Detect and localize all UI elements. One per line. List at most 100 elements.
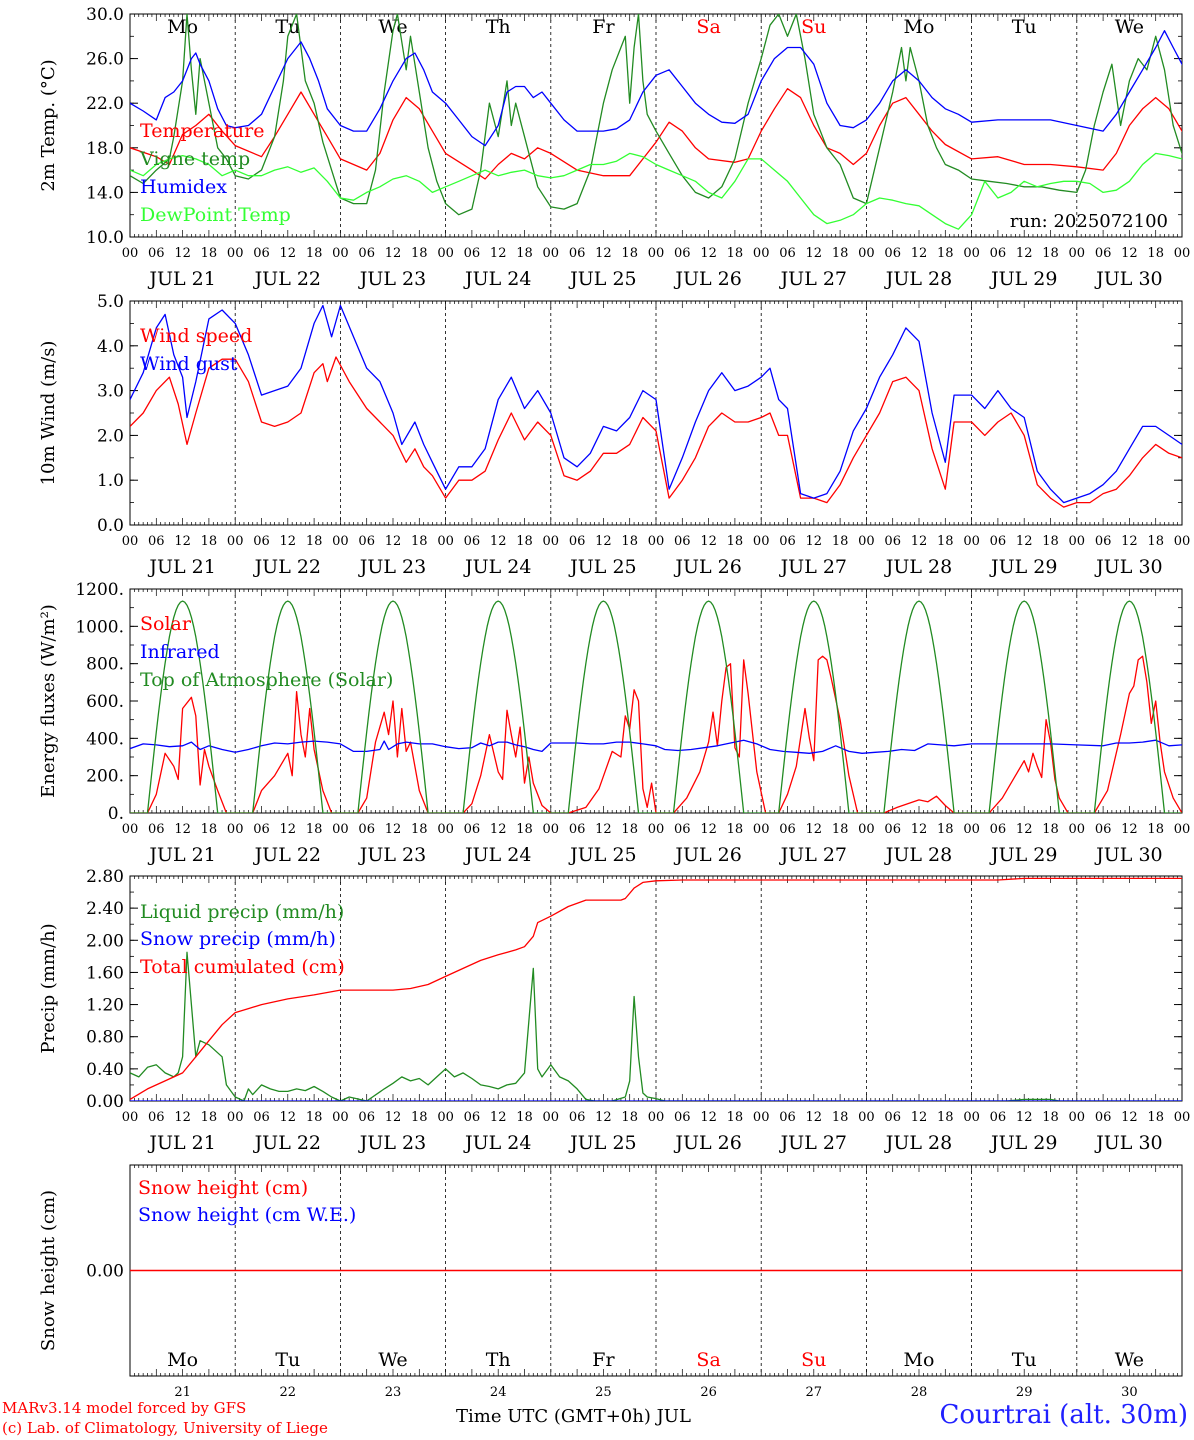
x-tick-label: 06 [358, 1110, 375, 1125]
x-tick-label: 00 [332, 246, 349, 261]
x-tick-label: 12 [806, 246, 823, 261]
y-tick-label: 1200. [75, 580, 124, 600]
x-tick-label: 18 [1147, 534, 1164, 549]
y-tick-label: 0. [108, 804, 124, 824]
model-credit: MARv3.14 model forced by GFS [2, 1399, 247, 1417]
x-tick-label: 00 [1069, 1110, 1086, 1125]
x-tick-label: 06 [569, 822, 586, 837]
x-tick-label: 00 [648, 1110, 665, 1125]
panel-5: 0.00 Snow height (cm) Snow height (cm) Snow… [38, 1164, 1183, 1400]
x-tick-label: 18 [411, 534, 428, 549]
y-tick-label: 2.0 [97, 426, 124, 446]
y-tick-label: 22.0 [86, 94, 124, 114]
x-tick-label: 00 [437, 534, 454, 549]
day-label: JUL 24 [463, 1132, 531, 1154]
x-tick-label: 06 [358, 822, 375, 837]
y-axis-label: 10m Wind (m/s) [38, 341, 59, 486]
x-tick-label: 12 [1121, 822, 1138, 837]
day-label: JUL 30 [1094, 844, 1162, 866]
series-line-top-of-atmosphere-solar- [130, 600, 1182, 813]
x-tick-label: 18 [201, 246, 218, 261]
x-tick-label: 06 [990, 1110, 1007, 1125]
x-tick-label: 12 [806, 534, 823, 549]
x-tick-label: 12 [174, 1110, 191, 1125]
x-tick-label: 12 [595, 246, 612, 261]
x-tick-label: 18 [516, 1110, 533, 1125]
x-tick-label: 00 [437, 822, 454, 837]
y-tick-label: 1.0 [97, 471, 124, 491]
day-label: JUL 26 [673, 1132, 741, 1154]
legend-snow-height-cm-: Snow height (cm) [138, 1177, 308, 1199]
x-tick-label: 12 [174, 534, 191, 549]
day-label: JUL 25 [568, 844, 636, 866]
day-label: JUL 25 [568, 556, 636, 578]
x-tick-label: 00 [122, 534, 139, 549]
y-tick-label: 1.20 [86, 996, 124, 1016]
y-axis-label: Energy fluxes (W/m²) [38, 604, 59, 798]
x-tick-label: 18 [832, 822, 849, 837]
day-label: JUL 30 [1094, 268, 1162, 290]
x-tick-label: 12 [1121, 1110, 1138, 1125]
x-tick-label: 18 [621, 822, 638, 837]
x-tick-label: 06 [884, 246, 901, 261]
x-tick-label: 06 [148, 246, 165, 261]
x-tick-label: 18 [1147, 822, 1164, 837]
y-axis-label: 2m Temp. (°C) [38, 59, 59, 191]
x-tick-label: 18 [1042, 1110, 1059, 1125]
day-label: JUL 24 [463, 268, 531, 290]
day-number-label: 22 [280, 1385, 297, 1400]
x-tick-label: 00 [227, 246, 244, 261]
legend-humidex: Humidex [140, 176, 227, 198]
x-tick-label: 00 [963, 822, 980, 837]
legend-infrared: Infrared [140, 641, 220, 663]
day-label: JUL 21 [147, 268, 215, 290]
x-tick-label: 06 [674, 246, 691, 261]
day-label: JUL 30 [1094, 1132, 1162, 1154]
x-tick-label: 12 [1121, 534, 1138, 549]
x-tick-label: 00 [332, 1110, 349, 1125]
weekday-label: Sa [696, 1349, 720, 1371]
x-tick-label: 18 [937, 534, 954, 549]
series-line-temperature [130, 88, 1182, 180]
series-group [130, 877, 1182, 1101]
y-tick-label: 0.40 [86, 1060, 124, 1080]
panel-3: 0. 200. 400. 600. 800. 1000. 1200. Energy fluxe… [38, 580, 1190, 866]
x-tick-label: 18 [411, 1110, 428, 1125]
y-tick-label: 1.60 [86, 963, 124, 983]
series-line-humidex [130, 30, 1182, 147]
x-tick-label: 00 [858, 822, 875, 837]
x-tick-label: 06 [358, 246, 375, 261]
x-tick-label: 18 [201, 1110, 218, 1125]
day-label: JUL 21 [147, 556, 215, 578]
x-tick-label: 12 [911, 822, 928, 837]
x-tick-label: 00 [1069, 246, 1086, 261]
x-tick-label: 12 [490, 534, 507, 549]
x-tick-label: 06 [990, 246, 1007, 261]
x-tick-label: 00 [858, 246, 875, 261]
x-tick-label: 00 [753, 534, 770, 549]
y-tick-label: 2.00 [86, 931, 124, 951]
x-tick-label: 18 [306, 1110, 323, 1125]
day-label: JUL 22 [253, 268, 321, 290]
x-tick-label: 12 [280, 1110, 297, 1125]
panel-2: 0.0 1.0 2.0 3.0 4.0 5.0 10m Wind (m/s) 00 06 12 18… [38, 292, 1190, 578]
x-tick-label: 12 [490, 1110, 507, 1125]
x-tick-label: 18 [621, 246, 638, 261]
y-tick-label: 30.0 [86, 5, 124, 25]
legend-snow-height-cm-w-e-: Snow height (cm W.E.) [138, 1204, 356, 1226]
x-tick-label: 12 [595, 1110, 612, 1125]
x-axis-title: Time UTC (GMT+0h) JUL [456, 1406, 691, 1427]
x-tick-label: 12 [280, 534, 297, 549]
x-tick-label: 12 [700, 534, 717, 549]
day-label: JUL 29 [989, 1132, 1057, 1154]
x-tick-label: 06 [464, 534, 481, 549]
x-tick-label: 18 [727, 534, 744, 549]
x-tick-label: 06 [674, 822, 691, 837]
day-label: JUL 23 [358, 844, 426, 866]
x-tick-label: 00 [437, 246, 454, 261]
x-tick-label: 18 [621, 534, 638, 549]
x-tick-label: 12 [700, 1110, 717, 1125]
x-tick-label: 18 [201, 822, 218, 837]
day-label: JUL 23 [358, 268, 426, 290]
day-label: JUL 21 [147, 844, 215, 866]
